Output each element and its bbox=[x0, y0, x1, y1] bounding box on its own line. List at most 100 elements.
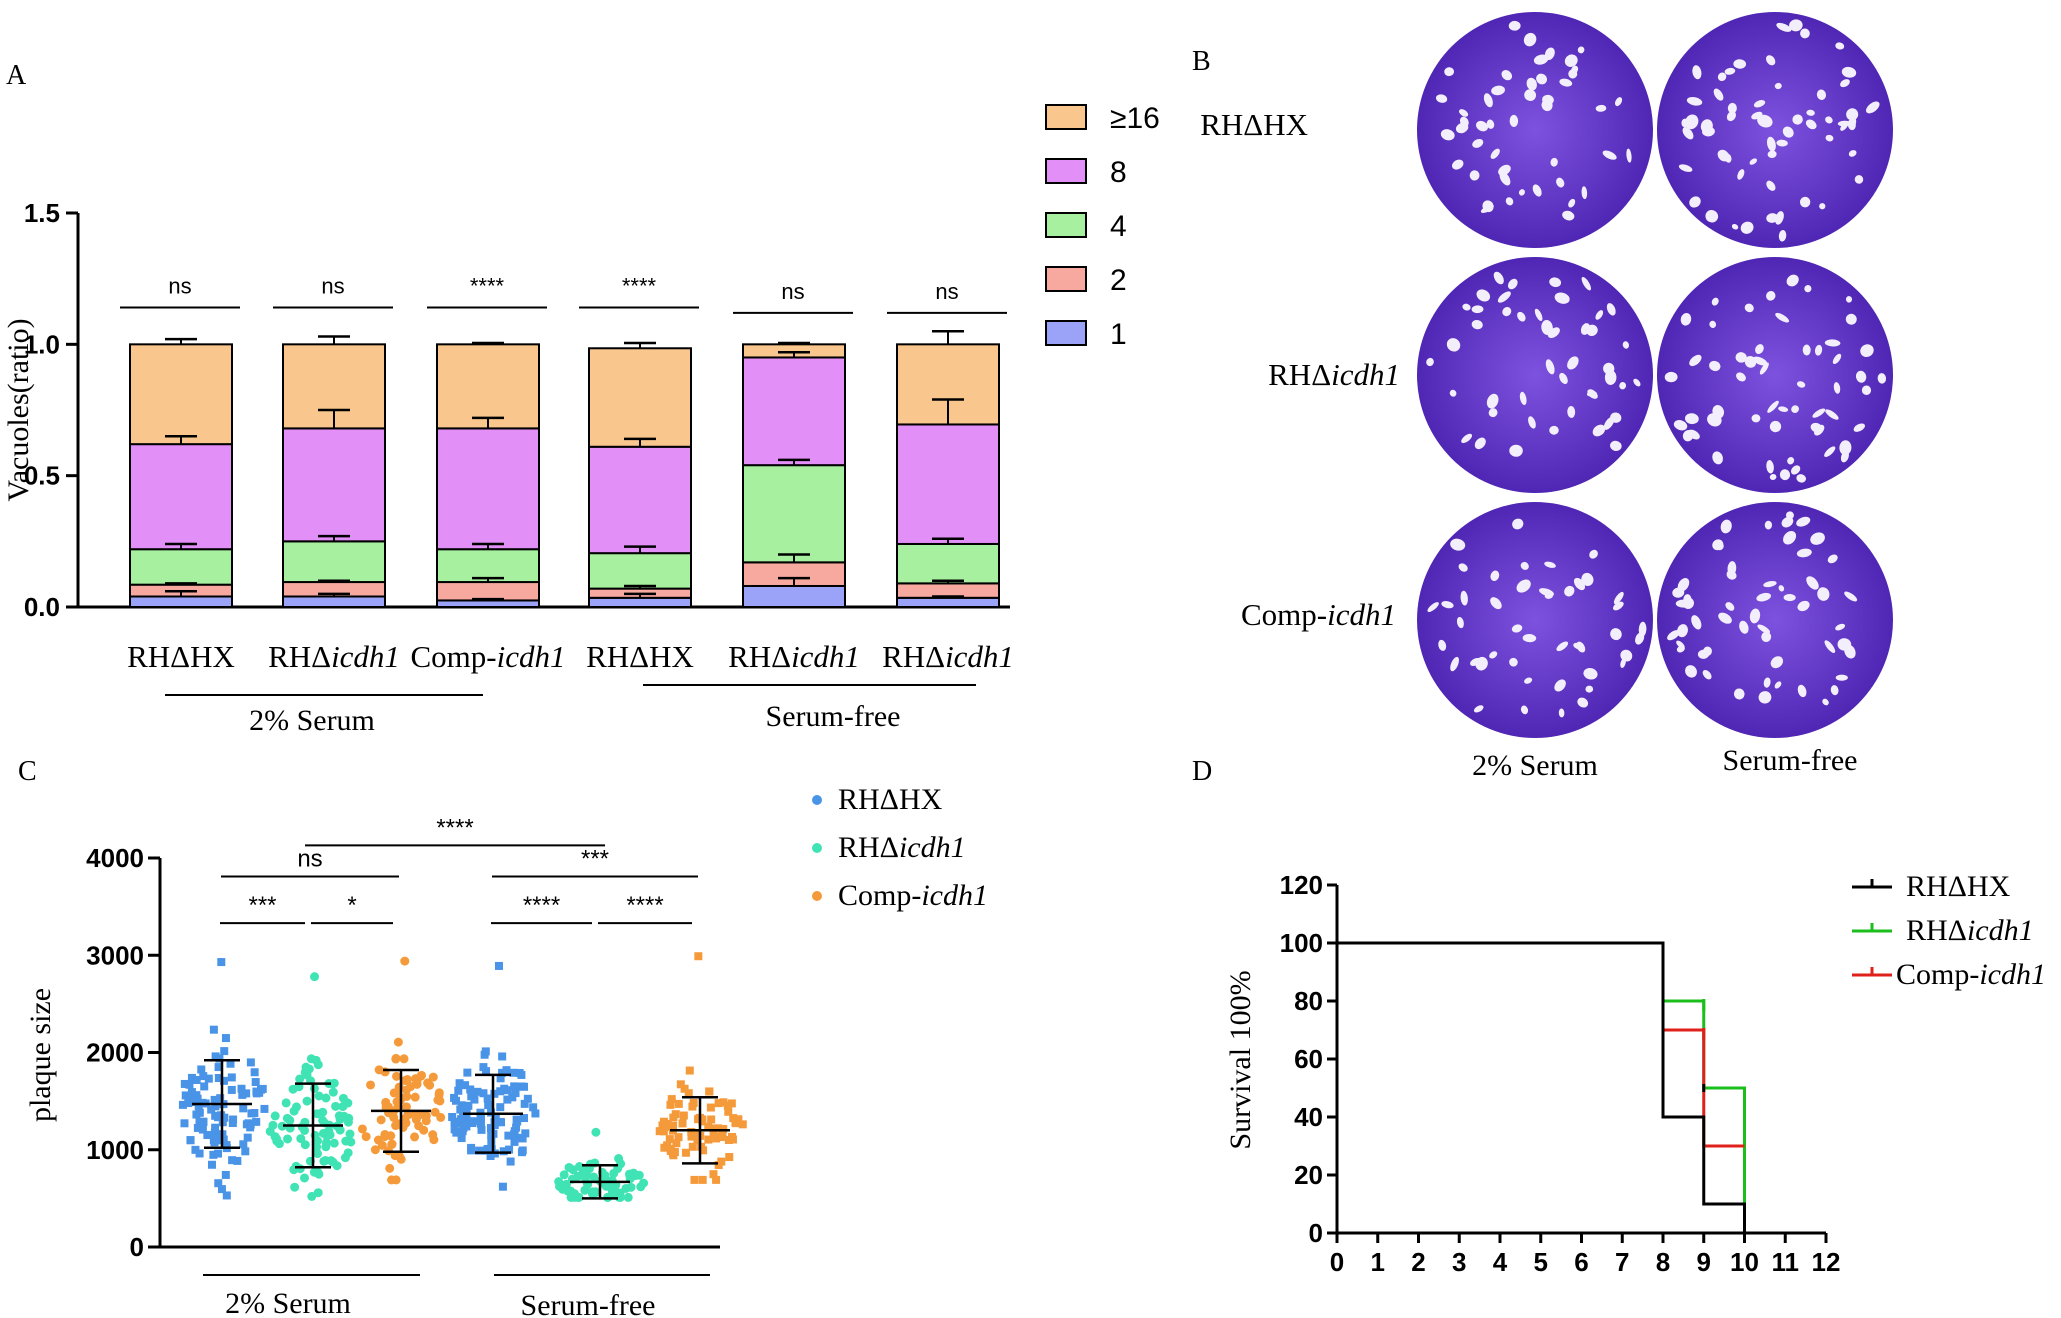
bar-segment bbox=[742, 356, 846, 467]
plaque-spot bbox=[1540, 55, 1548, 63]
data-point bbox=[199, 1072, 208, 1081]
data-point bbox=[616, 1159, 626, 1169]
data-point bbox=[207, 1160, 216, 1169]
data-point bbox=[186, 1136, 195, 1145]
plaque-spot bbox=[1712, 539, 1724, 551]
plaque-spot bbox=[1683, 594, 1692, 606]
plaque-spot bbox=[1711, 297, 1719, 306]
data-point bbox=[211, 1123, 220, 1132]
data-point bbox=[475, 1146, 484, 1155]
data-point bbox=[728, 1132, 737, 1141]
plaque-spot bbox=[1769, 473, 1777, 481]
plaque-spot bbox=[1726, 110, 1737, 122]
plaque-spot bbox=[1509, 657, 1518, 667]
plaque-spot bbox=[1718, 612, 1732, 624]
plaque-spot bbox=[1476, 120, 1488, 132]
plaque-spot bbox=[1761, 631, 1772, 643]
plaque-spot bbox=[1855, 370, 1867, 383]
plaque-spot bbox=[1759, 362, 1769, 375]
plaque-spot bbox=[1844, 644, 1856, 659]
data-point bbox=[357, 1124, 367, 1134]
legend-swatch-a bbox=[1045, 104, 1087, 130]
tick-label-c-y: 2000 bbox=[86, 1038, 144, 1068]
data-point bbox=[189, 1095, 198, 1104]
data-point bbox=[655, 1127, 664, 1136]
data-point bbox=[457, 1134, 466, 1143]
plaque-spot bbox=[1796, 381, 1806, 388]
plaque-spot bbox=[1744, 303, 1754, 313]
data-point bbox=[193, 1123, 202, 1132]
data-point bbox=[479, 1089, 488, 1098]
bar-segment bbox=[896, 423, 1000, 545]
data-point bbox=[421, 1116, 431, 1126]
data-point bbox=[339, 1111, 349, 1121]
plaque-spot bbox=[1573, 577, 1586, 591]
plaque-spot bbox=[1612, 601, 1624, 611]
plaque-spot bbox=[1845, 313, 1857, 325]
plaque-spot bbox=[1519, 391, 1527, 406]
plaque-spot bbox=[1541, 99, 1553, 112]
tick-label-d-x: 1 bbox=[1371, 1247, 1385, 1277]
plaque-spot bbox=[1501, 70, 1513, 81]
data-point bbox=[252, 1117, 261, 1126]
data-point bbox=[204, 1074, 213, 1083]
plaque-spot bbox=[1614, 97, 1623, 107]
group-label-a: 2% Serum bbox=[249, 704, 375, 737]
data-point bbox=[374, 1065, 384, 1075]
data-point bbox=[200, 1082, 209, 1091]
plaque-spot bbox=[1556, 177, 1565, 188]
legend-swatch-a bbox=[1045, 266, 1087, 292]
plaque-spot bbox=[1736, 372, 1746, 382]
plaque-spot bbox=[1581, 572, 1594, 586]
plaque-spot bbox=[1802, 344, 1811, 356]
plaque-spot bbox=[1776, 22, 1792, 32]
data-point bbox=[499, 1147, 508, 1156]
plaque-spot bbox=[1713, 88, 1724, 101]
plaque-spot bbox=[1476, 289, 1491, 302]
data-point bbox=[510, 1137, 519, 1146]
plaque-spot bbox=[1800, 28, 1810, 39]
plaque-spot bbox=[1677, 624, 1688, 638]
data-point bbox=[290, 1182, 300, 1192]
plaque-spot bbox=[1509, 444, 1523, 457]
data-point bbox=[559, 1170, 569, 1180]
data-point bbox=[207, 1105, 216, 1114]
data-point bbox=[246, 1058, 255, 1067]
data-point bbox=[321, 1142, 331, 1152]
data-point bbox=[346, 1137, 356, 1147]
plaque-spot bbox=[1490, 570, 1500, 582]
plaque-spot bbox=[1733, 688, 1745, 700]
plaque-spot bbox=[1507, 278, 1518, 290]
plaque-spot bbox=[1804, 285, 1812, 293]
plaque-spot bbox=[1622, 341, 1630, 349]
data-point bbox=[319, 1156, 329, 1166]
plaque-spot bbox=[1840, 122, 1849, 131]
data-point bbox=[370, 1145, 380, 1155]
row-label-b: RHΔicdh1 bbox=[1268, 357, 1400, 392]
plaque-spot bbox=[1764, 520, 1772, 530]
data-point bbox=[227, 1085, 236, 1094]
data-point bbox=[667, 1095, 676, 1104]
data-point bbox=[521, 1129, 530, 1138]
category-label-a: RHΔicdh1 bbox=[882, 639, 1014, 674]
data-point bbox=[314, 1091, 324, 1101]
data-point bbox=[467, 1143, 476, 1152]
plaque-spot bbox=[1763, 677, 1771, 688]
plaque-spot bbox=[1835, 42, 1845, 50]
data-point bbox=[393, 1037, 403, 1047]
data-point bbox=[463, 1068, 472, 1077]
plaque-spot bbox=[1577, 697, 1589, 708]
plaque-spot bbox=[1753, 100, 1766, 108]
data-point bbox=[265, 1126, 275, 1136]
data-point bbox=[306, 1054, 316, 1064]
significance-label-c: *** bbox=[581, 845, 609, 872]
data-point bbox=[623, 1192, 633, 1202]
data-point bbox=[464, 1101, 473, 1110]
plaque-spot bbox=[1766, 460, 1774, 474]
data-point bbox=[399, 1054, 409, 1064]
plaque-spot bbox=[1673, 420, 1688, 431]
data-point bbox=[299, 1173, 309, 1183]
plaque-spot bbox=[1684, 413, 1699, 425]
data-point bbox=[255, 1088, 264, 1097]
